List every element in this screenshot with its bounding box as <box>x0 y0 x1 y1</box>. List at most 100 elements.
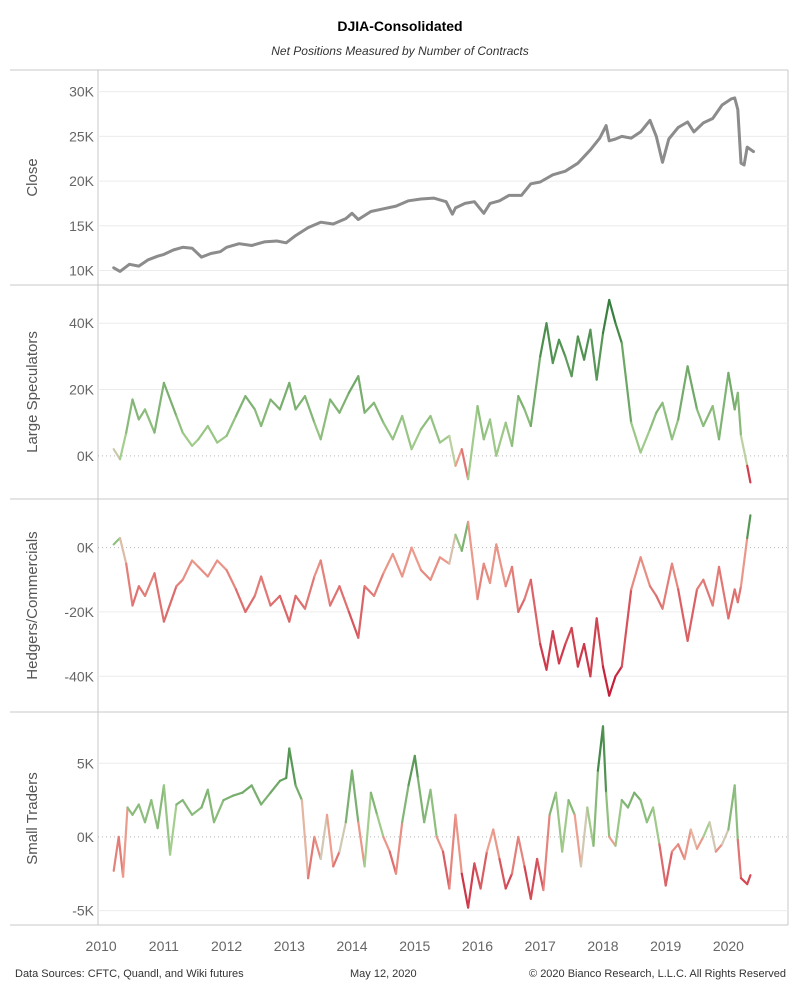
x-tick-label: 2020 <box>713 938 744 954</box>
line-segment <box>357 585 366 639</box>
line-segment <box>488 543 498 585</box>
y-tick-label: 0K <box>77 540 95 556</box>
line-segment <box>608 675 617 697</box>
line-segment <box>313 421 322 441</box>
line-segment <box>604 791 611 839</box>
line-segment <box>231 791 244 797</box>
line-segment <box>467 405 479 481</box>
line-segment <box>686 588 699 643</box>
line-segment <box>739 877 749 886</box>
line-segment <box>504 421 514 447</box>
line-segment <box>438 556 451 565</box>
line-segment <box>736 838 743 880</box>
line-segment <box>350 769 360 824</box>
footer-date: May 12, 2020 <box>350 968 417 980</box>
line-segment <box>181 559 194 581</box>
line-segment <box>620 798 630 809</box>
line-segment <box>175 414 184 434</box>
line-segment <box>467 520 479 601</box>
line-segment <box>307 835 316 880</box>
line-segment <box>413 754 419 780</box>
line-segment <box>325 813 335 868</box>
line-segment <box>595 617 605 668</box>
line-segment <box>191 438 200 447</box>
line-segment <box>608 835 617 847</box>
line-segment <box>702 405 714 428</box>
line-segment <box>429 556 441 581</box>
line-segment <box>294 395 307 411</box>
line-segment <box>717 371 730 441</box>
line-segment <box>633 791 642 802</box>
line-segment <box>137 408 147 421</box>
line-segment <box>504 872 514 890</box>
line-segment <box>576 335 586 361</box>
chart-subtitle: Net Positions Measured by Number of Cont… <box>271 44 529 58</box>
line-segment <box>551 630 561 665</box>
line-segment <box>137 803 147 824</box>
line-segment <box>460 520 470 552</box>
line-segment <box>112 536 122 546</box>
line-segment <box>677 843 686 861</box>
line-segment <box>733 784 739 842</box>
line-segment <box>332 850 341 868</box>
line-segment <box>596 725 605 772</box>
line-segment <box>200 788 209 809</box>
line-segment <box>695 835 705 850</box>
y-tick-label: -5K <box>72 903 94 919</box>
line-segment <box>655 401 664 414</box>
line-segment <box>661 562 674 610</box>
line-segment <box>376 813 385 839</box>
line-segment <box>382 835 391 853</box>
line-segment <box>467 862 476 909</box>
x-tick-label: 2018 <box>587 938 618 954</box>
line-segment <box>670 562 680 591</box>
line-segment <box>711 405 721 441</box>
line-segment <box>347 375 360 394</box>
line-segment <box>448 813 457 890</box>
series-line <box>112 96 755 273</box>
line-segment <box>582 328 592 361</box>
line-segment <box>630 556 642 591</box>
y-tick-label: 25K <box>69 128 95 144</box>
line-segment <box>545 630 554 671</box>
line-segment <box>529 857 539 900</box>
line-segment <box>488 418 498 457</box>
line-segment <box>510 835 520 875</box>
line-segment <box>357 375 366 414</box>
footer-sources: Data Sources: CFTC, Quandl, and Wiki fut… <box>15 968 244 980</box>
y-axis-title: Hedgers/Commercials <box>24 531 41 679</box>
chart-title: DJIA-Consolidated <box>337 18 463 34</box>
line-segment <box>303 395 316 424</box>
line-segment <box>454 448 463 467</box>
line-segment <box>125 398 134 434</box>
footer-copyright: © 2020 Bianco Research, L.L.C. All Right… <box>529 968 786 980</box>
line-segment <box>288 747 297 787</box>
line-segment <box>391 552 404 578</box>
line-segment <box>112 448 122 461</box>
line-segment <box>567 798 576 816</box>
line-segment <box>401 784 410 824</box>
line-segment <box>736 391 743 437</box>
line-segment <box>473 862 482 890</box>
line-segment <box>131 803 140 816</box>
line-segment <box>363 401 376 414</box>
line-segment <box>476 562 485 601</box>
line-segment <box>206 559 219 578</box>
line-segment <box>391 414 404 441</box>
line-segment <box>260 575 272 607</box>
line-segment <box>388 850 398 875</box>
line-segment <box>495 543 507 588</box>
x-tick-label: 2011 <box>149 938 179 954</box>
line-segment <box>338 585 350 614</box>
y-tick-label: 5K <box>77 755 95 771</box>
line-segment <box>225 414 238 437</box>
line-segment <box>369 791 379 816</box>
line-segment <box>216 559 228 572</box>
x-tick-label: 2019 <box>650 938 681 954</box>
line-segment <box>191 559 200 569</box>
line-segment <box>206 424 219 444</box>
x-tick-label: 2015 <box>399 938 430 954</box>
line-segment <box>614 798 623 847</box>
line-segment <box>714 843 724 853</box>
